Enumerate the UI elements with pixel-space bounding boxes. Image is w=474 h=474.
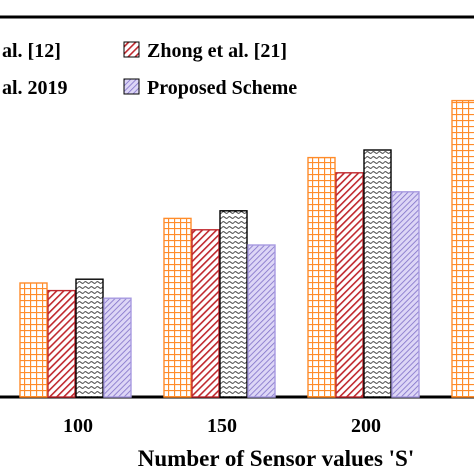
legend: al. [12] Zhong et al. [21] al. 2019 Prop… <box>2 40 297 99</box>
bar-150-series-1 <box>163 217 192 398</box>
legend-swatch-series-4 <box>123 78 140 95</box>
bar-150-series-3 <box>219 210 248 398</box>
x-tick-label-200: 200 <box>351 415 381 437</box>
x-axis-title: Number of Sensor values 'S' <box>138 446 414 471</box>
legend-label-series-4: Proposed Scheme <box>147 77 297 99</box>
bar-200-series-3 <box>363 149 392 398</box>
bar-150-series-4 <box>247 244 276 398</box>
bar-150-series-2 <box>191 229 220 398</box>
bars-layer <box>19 99 474 398</box>
bar-100-series-3 <box>75 278 104 398</box>
legend-label-series-1: al. [12] <box>2 40 61 62</box>
bar-200-series-4 <box>391 191 420 398</box>
legend-swatch-series-2 <box>123 41 140 58</box>
x-tick-label-150: 150 <box>207 415 237 437</box>
x-axis: 100 150 200 250 Number of Sensor values … <box>63 415 414 471</box>
bar-100-series-2 <box>47 289 76 398</box>
bar-100-series-4 <box>103 297 132 398</box>
bar-100-series-1 <box>19 282 48 398</box>
bar-200-series-2 <box>335 172 364 398</box>
legend-label-series-2: Zhong et al. [21] <box>147 40 287 62</box>
legend-label-series-3: al. 2019 <box>2 77 68 99</box>
bar-200-series-1 <box>307 156 336 398</box>
x-tick-label-100: 100 <box>63 415 93 437</box>
bar-250-series-1 <box>451 99 474 398</box>
